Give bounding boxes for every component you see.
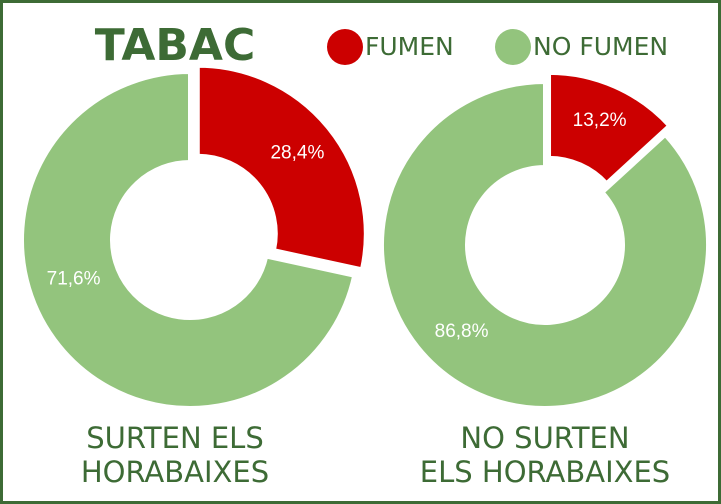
legend-label: FUMEN [365,32,454,61]
donut-slice [547,70,673,186]
value-label: 28,4% [270,142,324,163]
donut-slice [195,63,368,272]
chart-subtitle: HORABAIXES [81,455,269,489]
value-label: 13,2% [573,110,627,131]
value-label: 86,8% [435,321,489,342]
chart-subtitle: NO SURTEN [460,421,629,455]
legend-swatch [495,29,531,65]
chart-subtitle: SURTEN ELS [86,421,264,455]
legend-swatch [327,29,363,65]
chart-subtitle: ELS HORABAIXES [420,455,670,489]
donut-slice [380,79,710,410]
donut-slice [20,69,357,410]
legend-label: NO FUMEN [533,32,668,61]
chart-title: TABAC [95,20,256,71]
value-label: 71,6% [47,269,101,290]
